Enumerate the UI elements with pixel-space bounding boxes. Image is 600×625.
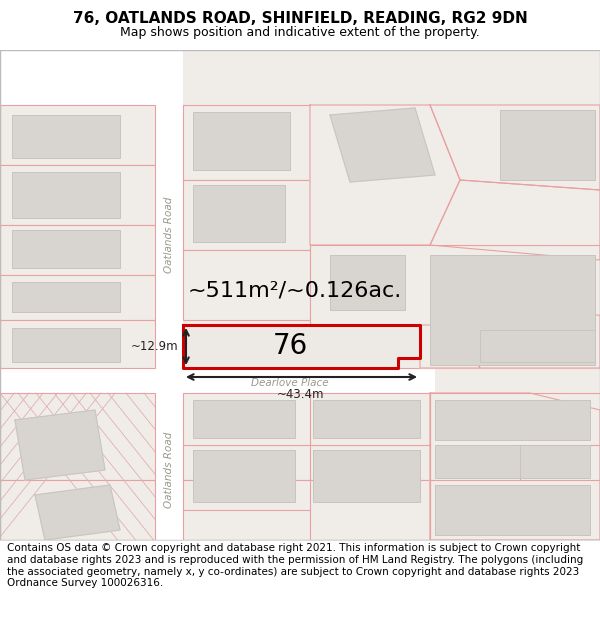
- Polygon shape: [183, 325, 420, 368]
- Bar: [0, 225, 155, 275]
- Bar: [0, 165, 155, 225]
- Bar: [193, 400, 295, 438]
- Bar: [193, 450, 295, 502]
- Polygon shape: [460, 315, 600, 368]
- Bar: [12, 115, 120, 158]
- Bar: [193, 112, 290, 170]
- Bar: [0, 480, 155, 540]
- Text: Oatlands Road: Oatlands Road: [164, 432, 174, 508]
- Bar: [0, 393, 155, 480]
- Bar: [313, 400, 420, 438]
- Bar: [435, 485, 590, 535]
- Polygon shape: [420, 325, 480, 368]
- Text: ~12.9m: ~12.9m: [130, 339, 178, 352]
- Bar: [430, 255, 595, 365]
- Bar: [480, 330, 595, 362]
- Text: Contains OS data © Crown copyright and database right 2021. This information is : Contains OS data © Crown copyright and d…: [7, 543, 583, 588]
- Polygon shape: [330, 108, 435, 182]
- Bar: [12, 328, 120, 362]
- Polygon shape: [35, 485, 120, 540]
- Text: Dearlove Place: Dearlove Place: [251, 378, 329, 388]
- Bar: [0, 275, 155, 320]
- Text: Oatlands Road: Oatlands Road: [164, 197, 174, 273]
- Text: Map shows position and indicative extent of the property.: Map shows position and indicative extent…: [120, 26, 480, 39]
- Bar: [12, 282, 120, 312]
- Bar: [0, 320, 155, 368]
- Polygon shape: [430, 393, 600, 540]
- Polygon shape: [15, 410, 105, 480]
- Bar: [310, 245, 600, 368]
- Text: ~43.4m: ~43.4m: [276, 388, 324, 401]
- Bar: [520, 445, 590, 478]
- Bar: [183, 180, 310, 250]
- Polygon shape: [430, 393, 600, 540]
- Polygon shape: [430, 180, 600, 260]
- Bar: [12, 172, 120, 218]
- Bar: [183, 50, 600, 540]
- Bar: [435, 400, 590, 440]
- Text: 76, OATLANDS ROAD, SHINFIELD, READING, RG2 9DN: 76, OATLANDS ROAD, SHINFIELD, READING, R…: [73, 11, 527, 26]
- Bar: [155, 50, 183, 368]
- Bar: [193, 185, 285, 242]
- Bar: [0, 105, 155, 165]
- Bar: [330, 255, 405, 310]
- Bar: [435, 445, 520, 478]
- Polygon shape: [310, 105, 460, 245]
- Bar: [155, 368, 435, 393]
- Text: 76: 76: [272, 332, 308, 360]
- Bar: [183, 250, 310, 320]
- Text: ~511m²/~0.126ac.: ~511m²/~0.126ac.: [188, 280, 402, 300]
- Bar: [313, 450, 420, 502]
- Bar: [155, 393, 183, 540]
- Polygon shape: [430, 105, 600, 190]
- Bar: [183, 480, 430, 540]
- Bar: [500, 110, 595, 180]
- Bar: [183, 105, 310, 180]
- Bar: [12, 230, 120, 268]
- Bar: [183, 393, 430, 480]
